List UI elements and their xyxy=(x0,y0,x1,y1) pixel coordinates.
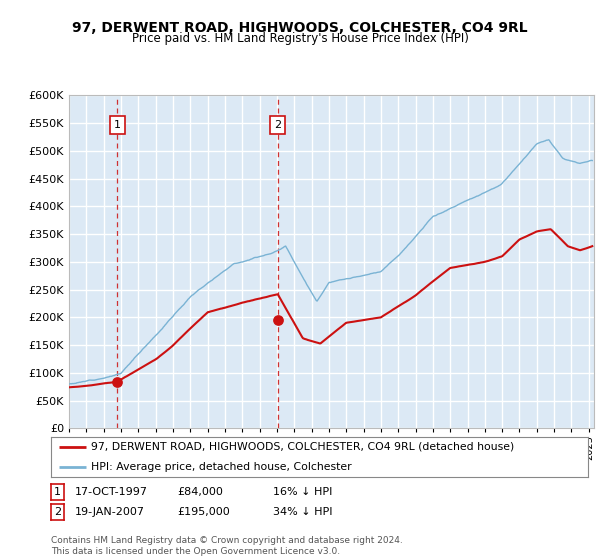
Text: £195,000: £195,000 xyxy=(177,507,230,517)
Text: 34% ↓ HPI: 34% ↓ HPI xyxy=(273,507,332,517)
Point xyxy=(113,377,122,386)
Text: HPI: Average price, detached house, Colchester: HPI: Average price, detached house, Colc… xyxy=(91,462,352,472)
Text: 2: 2 xyxy=(54,507,61,517)
Text: 97, DERWENT ROAD, HIGHWOODS, COLCHESTER, CO4 9RL: 97, DERWENT ROAD, HIGHWOODS, COLCHESTER,… xyxy=(72,21,528,35)
Text: 17-OCT-1997: 17-OCT-1997 xyxy=(75,487,148,497)
Text: 97, DERWENT ROAD, HIGHWOODS, COLCHESTER, CO4 9RL (detached house): 97, DERWENT ROAD, HIGHWOODS, COLCHESTER,… xyxy=(91,442,515,452)
Text: 1: 1 xyxy=(54,487,61,497)
Text: £84,000: £84,000 xyxy=(177,487,223,497)
Text: 16% ↓ HPI: 16% ↓ HPI xyxy=(273,487,332,497)
Point xyxy=(273,316,283,325)
Text: 2: 2 xyxy=(274,120,281,130)
Text: 19-JAN-2007: 19-JAN-2007 xyxy=(75,507,145,517)
Text: Contains HM Land Registry data © Crown copyright and database right 2024.
This d: Contains HM Land Registry data © Crown c… xyxy=(51,536,403,556)
Text: Price paid vs. HM Land Registry's House Price Index (HPI): Price paid vs. HM Land Registry's House … xyxy=(131,32,469,45)
Text: 1: 1 xyxy=(114,120,121,130)
